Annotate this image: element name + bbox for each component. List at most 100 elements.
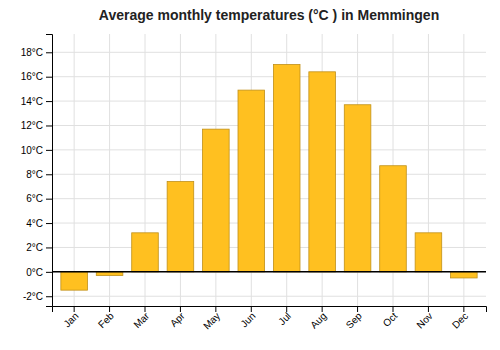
y-tick-label: 12°C [21,120,43,131]
y-tick-mark [46,125,52,126]
x-tick-label: Feb [96,310,116,330]
x-tick-label: Mar [131,310,151,330]
x-tick-label: Aug [308,310,328,330]
grid-line [74,34,75,306]
y-tick: 12°C [21,120,52,131]
x-tick-label: Jun [238,310,257,329]
x-tick-mark [357,306,358,312]
x-tick: Apr [168,306,187,329]
x-tick-mark [393,306,394,312]
bar [380,166,407,272]
y-tick: 2°C [26,242,52,253]
x-tick-label: Oct [381,310,400,329]
x-tick-label: Jul [276,310,293,327]
y-tick: 6°C [26,193,52,204]
y-tick-mark [46,272,52,273]
y-tick: -2°C [23,291,52,302]
grid-line [52,223,486,224]
x-tick: Nov [414,306,434,331]
y-tick-label: 2°C [26,242,43,253]
grid-line [463,34,464,306]
grid-line [52,52,486,53]
y-tick-mark [46,223,52,224]
x-tick: Jul [276,306,293,327]
x-tick: Jan [61,306,80,329]
y-tick: 4°C [26,218,52,229]
y-tick-label: 16°C [21,71,43,82]
grid-line [52,149,486,150]
x-tick-mark [109,306,110,312]
y-tick-label: 0°C [26,267,43,278]
y-tick-label: 10°C [21,145,43,156]
title: Average monthly temperatures (°C ) in Me… [99,7,439,23]
chart: -2°C 0°C 2°C 4°C 6°C 8°C 10°C 12°C 14°C 16°C 18°C J… [0,0,500,350]
x-tick-label: Apr [168,310,187,329]
y-tick-label: 14°C [21,96,43,107]
zero-line [52,271,486,273]
y-tick-label: 18°C [21,47,43,58]
x-tick: Feb [96,306,116,330]
y-tick: 16°C [21,71,52,82]
x-tick: Jun [238,306,257,329]
x-tick-mark [251,306,252,312]
grid-line [52,296,486,297]
x-tick-label: Dec [450,310,470,330]
x-tick: Mar [131,306,151,330]
y-tick: 0°C [26,267,52,278]
bar [273,64,300,271]
y-tick-mark [46,247,52,248]
y-tick-mark [46,174,52,175]
x-tick: Sep [344,306,365,331]
x-tick-mark [286,306,287,312]
x-tick-mark [74,306,75,312]
x-tick-label: Sep [344,310,365,331]
bar [203,129,230,272]
x-axis: Jan Feb Mar Apr May Jun Jul Aug Sep Oct Nov Dec [53,306,487,331]
bar [309,72,336,272]
x-tick: Oct [381,306,400,329]
grid-line [52,101,486,102]
x-tick-label: Nov [414,310,434,330]
x-tick-mark [322,306,323,312]
x-tick-mark [145,306,146,312]
x-axis-line [53,307,487,313]
bar [344,105,371,272]
x-tick-mark [428,306,429,312]
y-tick-label: 4°C [26,218,43,229]
grid-line [109,34,110,306]
bar [61,272,88,290]
y-tick: 10°C [21,145,52,156]
grid [52,34,486,306]
bar [167,182,194,272]
grid-line [52,174,486,175]
grid-line [52,76,486,77]
x-tick-label: Jan [61,310,80,329]
plot: -2°C 0°C 2°C 4°C 6°C 8°C 10°C 12°C 14°C 16°C 18°C J… [21,34,487,331]
x-tick-mark [180,306,181,312]
y-tick: 14°C [21,96,52,107]
y-tick-mark [46,52,52,53]
x-tick: Dec [450,306,470,331]
bar [132,233,159,272]
bar [238,90,265,272]
y-tick-label: -2°C [23,291,43,302]
grid-line [52,271,486,272]
x-tick: Aug [308,306,328,331]
x-tick-label: May [201,310,222,331]
y-tick: 18°C [21,47,52,58]
x-tick-mark [215,306,216,312]
y-tick-mark [46,101,52,102]
y-axis-line [46,35,53,307]
grid-line [52,198,486,199]
x-tick: May [201,306,222,331]
y-tick-mark [46,150,52,151]
grid-line [52,125,486,126]
bar [451,272,478,278]
y-tick-mark [46,77,52,78]
y-tick-mark [46,199,52,200]
y-tick-label: 6°C [26,193,43,204]
x-tick-mark [463,306,464,312]
y-tick-mark [46,296,52,297]
y-tick-label: 8°C [26,169,43,180]
bars [61,64,477,290]
